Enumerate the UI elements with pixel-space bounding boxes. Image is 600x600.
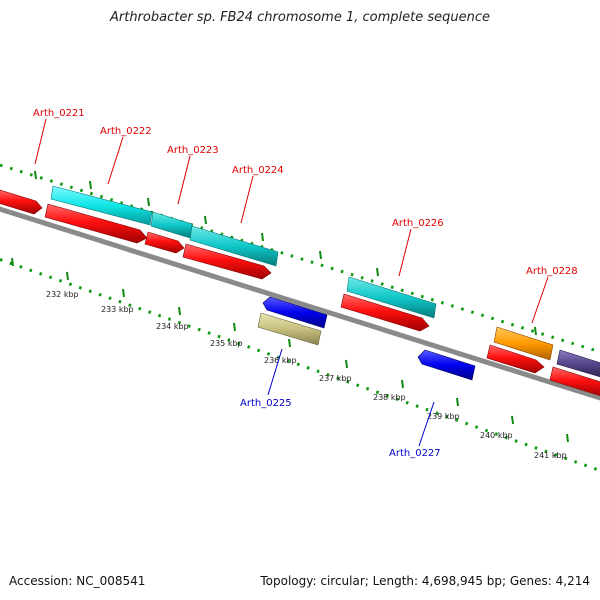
upper-major-ticks	[34, 170, 537, 336]
gene-arrow-arth-0227[interactable]	[417, 349, 476, 381]
upper-tick	[89, 180, 92, 190]
gene-label-arth-0222[interactable]: Arth_0222	[100, 126, 152, 137]
leader-arth-0225	[267, 348, 283, 396]
leader-arth-0221	[34, 118, 47, 165]
lower-tick	[401, 379, 404, 389]
gene-label-arth-0221[interactable]: Arth_0221	[33, 108, 85, 119]
topology-info-text: Topology: circular; Length: 4,698,945 bp…	[260, 574, 590, 588]
gene-labels: Arth_0221 Arth_0222 Arth_0223 Arth_0224 …	[33, 108, 578, 459]
chromosome-backbone	[0, 206, 600, 401]
gene-arrow-arth-0221-partial[interactable]	[0, 189, 43, 215]
gene-leader-lines	[34, 118, 549, 447]
leader-arth-0224	[240, 175, 254, 224]
gene-features	[0, 185, 600, 397]
leader-arth-0228	[531, 276, 549, 324]
gene-bar-purple-partial[interactable]	[556, 349, 600, 378]
upper-tick	[319, 250, 322, 260]
lower-tick	[511, 415, 514, 425]
lower-major-ticks	[11, 257, 569, 443]
scale-label: 234 kbp	[156, 322, 189, 331]
scale-label: 241 kbp	[534, 451, 567, 460]
gene-bar-arth-0225-khaki[interactable]	[257, 312, 322, 346]
gene-arrow-arth-0228[interactable]	[486, 344, 545, 374]
scale-labels: 232 kbp 233 kbp 234 kbp 235 kbp 236 kbp …	[46, 290, 567, 460]
scale-label: 239 kbp	[427, 412, 460, 421]
lower-tick	[566, 433, 569, 443]
upper-tick	[147, 197, 150, 207]
leader-arth-0226	[398, 228, 412, 277]
accession-text: Accession: NC_008541	[9, 574, 146, 588]
gene-label-arth-0225[interactable]: Arth_0225	[240, 398, 292, 409]
gene-arrow-arth-0226[interactable]	[340, 293, 430, 332]
lower-tick	[11, 257, 14, 267]
upper-tick	[534, 326, 537, 336]
lower-tick	[288, 338, 291, 348]
gene-label-arth-0223[interactable]: Arth_0223	[167, 145, 219, 156]
gene-label-arth-0227[interactable]: Arth_0227	[389, 448, 441, 459]
lower-tick	[456, 397, 459, 407]
gene-bar-arth-0226-teal[interactable]	[346, 276, 437, 319]
gene-arrow-next-partial[interactable]	[549, 366, 600, 397]
scale-label: 232 kbp	[46, 290, 79, 299]
leader-arth-0227	[418, 401, 435, 447]
leader-arth-0222	[107, 136, 124, 185]
leader-arth-0223	[177, 155, 191, 205]
gene-bar-arth-0224-teal[interactable]	[189, 225, 279, 267]
gene-label-arth-0224[interactable]: Arth_0224	[232, 165, 284, 176]
gene-arrow-blue-1[interactable]	[262, 296, 328, 329]
gene-arrow-arth-0224[interactable]	[182, 243, 272, 280]
lower-tick	[122, 288, 125, 298]
scale-label: 238 kbp	[373, 393, 406, 402]
gene-bar-arth-0223-teal[interactable]	[150, 211, 193, 239]
scale-label: 240 kbp	[480, 431, 513, 440]
lower-tick	[345, 359, 348, 369]
upper-tick	[261, 232, 264, 242]
gene-bar-arth-0222-cyan[interactable]	[50, 185, 153, 226]
gene-label-arth-0226[interactable]: Arth_0226	[392, 218, 444, 229]
gene-arrow-arth-0223[interactable]	[144, 231, 185, 254]
gene-bar-arth-0228-orange[interactable]	[493, 326, 554, 361]
upper-tick	[376, 267, 379, 277]
lower-tick	[233, 322, 236, 332]
map-title: Arthrobacter sp. FB24 chromosome 1, comp…	[109, 10, 491, 25]
lower-tick	[178, 306, 181, 316]
upper-tick	[204, 215, 207, 225]
gene-label-arth-0228[interactable]: Arth_0228	[526, 266, 578, 277]
scale-label: 236 kbp	[264, 356, 297, 365]
scale-label: 237 kbp	[319, 374, 352, 383]
lower-tick	[66, 271, 69, 281]
scale-label: 235 kbp	[210, 339, 243, 348]
lower-tick-track	[0, 257, 600, 473]
gene-arrow-arth-0222[interactable]	[44, 203, 148, 244]
scale-label: 233 kbp	[101, 305, 134, 314]
upper-tick	[34, 170, 37, 180]
